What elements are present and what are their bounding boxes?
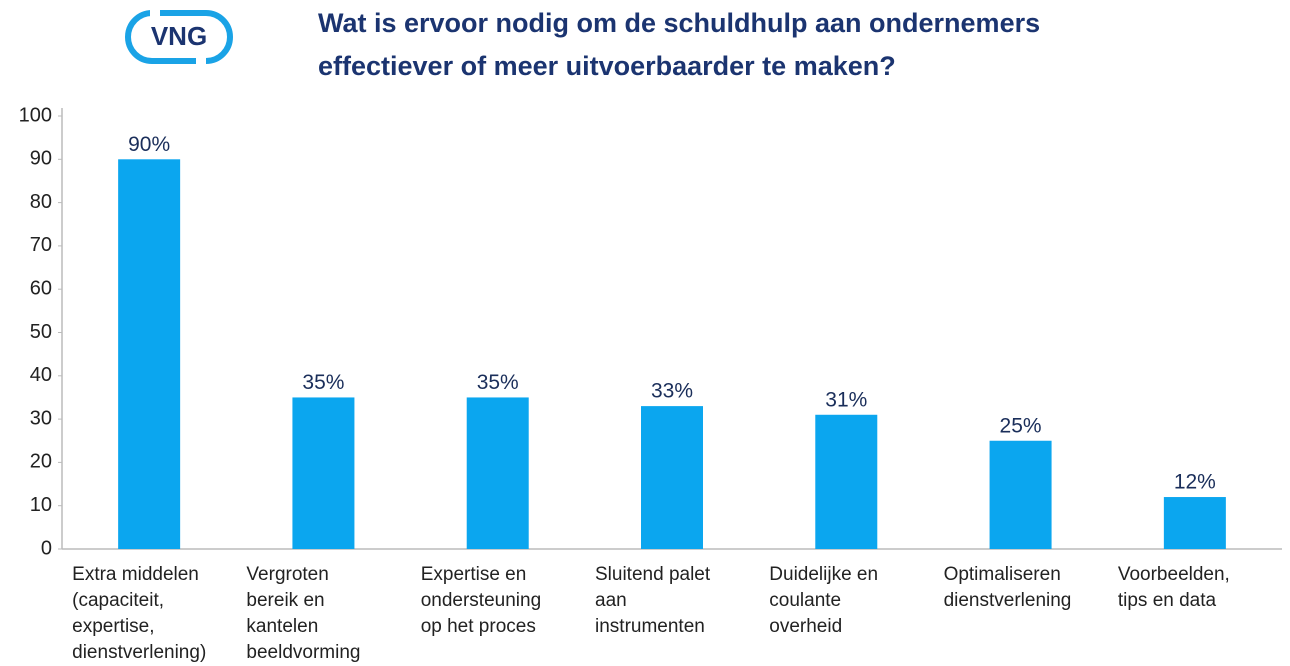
bar (641, 406, 703, 549)
bar (466, 397, 529, 549)
bar (292, 397, 355, 549)
y-tick-label: 10 (30, 494, 52, 516)
logo-gap (150, 8, 160, 18)
logo-text: VNG (151, 21, 207, 51)
x-tick-label: Expertise en ondersteuning op het proces (421, 564, 541, 637)
value-label: 25% (1000, 414, 1042, 437)
y-tick-label: 60 (30, 277, 52, 299)
chart-title: Wat is ervoor nodig om de schuldhulp aan… (318, 8, 1040, 81)
value-label: 12% (1174, 471, 1216, 494)
y-tick-label: 30 (30, 407, 52, 429)
value-label: 35% (302, 371, 344, 394)
y-tick-label: 40 (30, 364, 52, 386)
logo-gap (196, 56, 206, 66)
x-tick-label: Sluitend palet aan instrumenten (595, 564, 711, 637)
logo-outline (125, 10, 233, 64)
y-tick-label: 0 (41, 537, 52, 559)
bar (989, 440, 1052, 549)
bar (118, 159, 181, 550)
value-label: 31% (825, 388, 867, 411)
logo: VNG (125, 8, 233, 66)
x-tick-label: Extra middelen (capaciteit, expertise, dien… (72, 564, 206, 663)
bar (1163, 497, 1226, 549)
y-tick-label: 50 (30, 321, 52, 343)
value-label: 90% (128, 133, 170, 156)
y-tick-label: 70 (30, 234, 52, 256)
y-tick-label: 20 (30, 451, 52, 473)
value-label: 35% (477, 371, 519, 394)
y-tick-label: 90 (30, 148, 52, 170)
x-tick-label: Voorbeelden, tips en data (1118, 564, 1230, 611)
x-tick-label: Optimaliseren dienstverlening (944, 564, 1072, 611)
y-tick-label: 100 (19, 104, 52, 126)
bar (815, 414, 878, 549)
x-tick-label: Vergroten bereik en kantelen beeldvorming (246, 564, 360, 663)
value-label: 33% (651, 380, 693, 403)
y-tick-label: 80 (30, 191, 52, 213)
x-tick-label: Duidelijke en coulante overheid (769, 564, 878, 637)
